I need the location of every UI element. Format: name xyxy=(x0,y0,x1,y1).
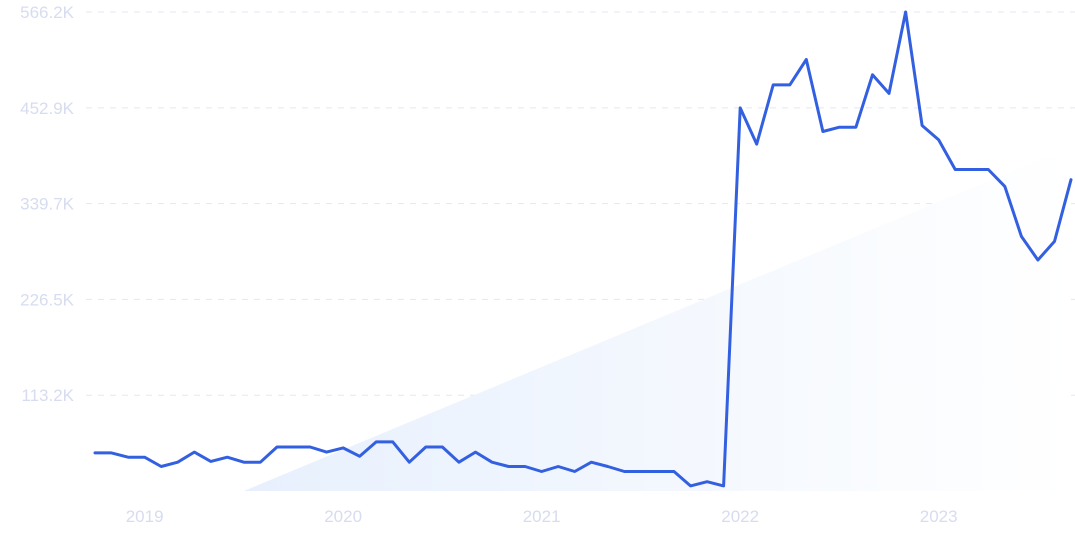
y-tick-label: 113.2K xyxy=(21,386,74,405)
trend-area xyxy=(243,146,1072,491)
trend-layer xyxy=(243,146,1072,491)
y-tick-label: 566.2K xyxy=(20,3,75,22)
series-line xyxy=(93,10,1073,488)
x-axis: 2019 2020 2021 2022 2023 xyxy=(126,507,958,526)
y-tick-label: 452.9K xyxy=(20,99,75,118)
x-tick-label: 2022 xyxy=(721,507,759,526)
x-tick-label: 2023 xyxy=(920,507,958,526)
y-axis: 113.2K 226.5K 339.7K 452.9K 566.2K xyxy=(20,3,75,405)
x-tick-label: 2021 xyxy=(523,507,561,526)
y-tick-label: 226.5K xyxy=(20,290,75,309)
x-tick-label: 2020 xyxy=(324,507,362,526)
x-tick-label: 2019 xyxy=(126,507,164,526)
series-layer xyxy=(93,10,1073,488)
y-tick-label: 339.7K xyxy=(20,195,75,214)
